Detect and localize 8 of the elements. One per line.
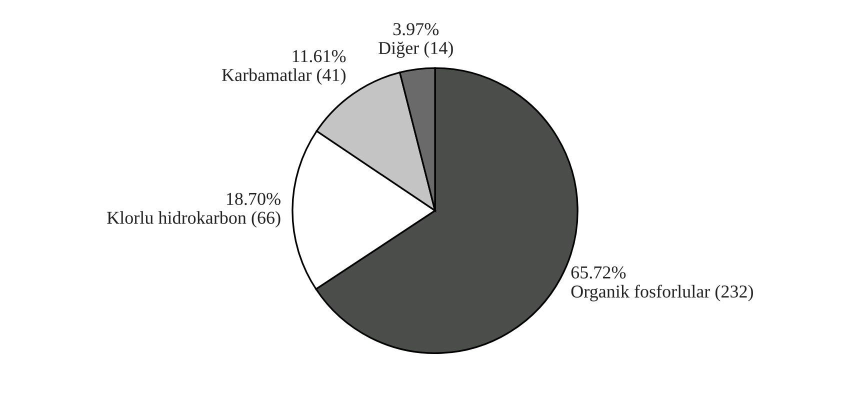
data-label: 3.97% bbox=[393, 23, 439, 36]
slice-label: Organik fosforlular (232) bbox=[571, 284, 753, 302]
data-label: 18.70% bbox=[226, 192, 280, 206]
slice-label: Diğer (14) bbox=[378, 41, 453, 58]
slice-label: Karbamatlar (41) bbox=[222, 68, 346, 85]
data-label: 65.72% bbox=[571, 266, 626, 279]
slice-label: Klorlu hidrokarbon (66) bbox=[107, 211, 280, 228]
data-label: 11.61% bbox=[292, 50, 346, 62]
